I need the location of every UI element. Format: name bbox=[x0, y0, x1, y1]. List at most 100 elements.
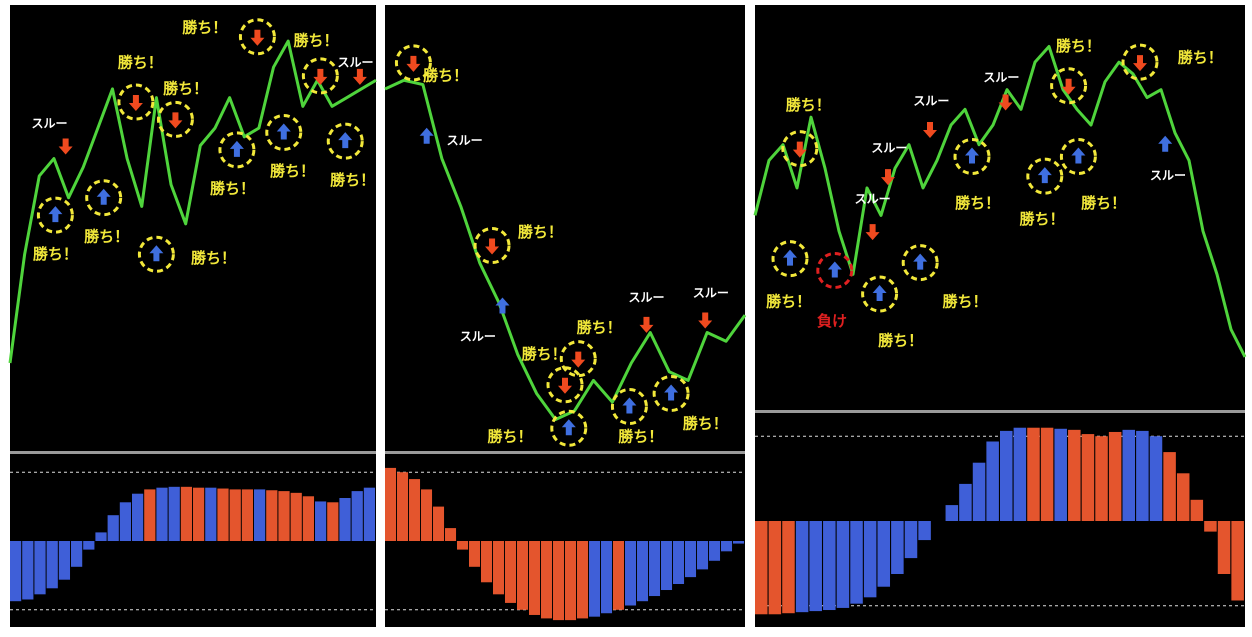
annotation: スルー bbox=[693, 286, 729, 300]
histogram-bar bbox=[457, 541, 469, 550]
signal-circle bbox=[953, 137, 991, 175]
histogram-bar bbox=[46, 541, 58, 589]
histogram-bar bbox=[481, 541, 493, 583]
signal-circle bbox=[117, 83, 155, 121]
annotation: 勝ち！ bbox=[33, 245, 78, 263]
annotation: 勝ち！ bbox=[766, 292, 811, 310]
annotation: スルー bbox=[32, 116, 68, 130]
price-line bbox=[384, 78, 747, 422]
signal-arrow bbox=[792, 141, 807, 158]
histogram-bar bbox=[709, 541, 721, 561]
signal-circle bbox=[218, 131, 256, 169]
annotation: 勝ち！ bbox=[1019, 210, 1064, 228]
annotation: 勝ち！ bbox=[786, 96, 831, 114]
histogram-bar bbox=[918, 521, 931, 541]
histogram-bar bbox=[22, 541, 34, 600]
signal-arrow bbox=[1061, 78, 1076, 95]
histogram-bar bbox=[180, 486, 193, 541]
histogram-bar bbox=[144, 489, 156, 541]
histogram-bar bbox=[71, 541, 83, 567]
signal-arrow bbox=[419, 127, 434, 144]
signal-arrow bbox=[352, 68, 367, 85]
signal-circle bbox=[610, 388, 648, 425]
histogram-bar bbox=[132, 493, 144, 541]
histogram-bar bbox=[1054, 428, 1067, 521]
annotation: 勝ち！ bbox=[577, 319, 622, 337]
signal-circle bbox=[265, 113, 303, 151]
annotation: 勝ち！ bbox=[1081, 194, 1126, 212]
histogram-bar bbox=[755, 521, 768, 615]
histogram-bar bbox=[553, 541, 565, 621]
histogram-bar bbox=[1040, 427, 1054, 521]
signal-circle bbox=[550, 409, 588, 447]
histogram-bar bbox=[613, 541, 625, 610]
signal-circle bbox=[238, 18, 276, 56]
annotation: スルー bbox=[337, 55, 373, 69]
histogram-bar bbox=[266, 490, 278, 541]
histogram-bar bbox=[229, 489, 241, 541]
histogram-bar bbox=[351, 491, 363, 541]
histogram-bar bbox=[529, 541, 541, 615]
annotation: スルー bbox=[447, 134, 483, 148]
annotation: スルー bbox=[983, 70, 1019, 84]
histogram-bar bbox=[877, 521, 891, 587]
signal-arrow bbox=[128, 95, 143, 111]
annotation: 勝ち！ bbox=[683, 414, 728, 432]
signal-arrow bbox=[276, 123, 291, 140]
histogram-bar bbox=[685, 541, 697, 578]
histogram-bar bbox=[397, 472, 409, 541]
histogram-bar bbox=[823, 521, 836, 611]
histogram-bar bbox=[733, 541, 745, 544]
histogram-bar bbox=[972, 462, 986, 521]
histogram-bar bbox=[1190, 499, 1204, 521]
annotation: スルー bbox=[628, 290, 664, 304]
histogram-bar bbox=[1176, 473, 1190, 521]
histogram-bar bbox=[433, 506, 445, 541]
signal-circle bbox=[85, 179, 123, 217]
annotation: 勝ち！ bbox=[488, 427, 533, 445]
histogram-bar bbox=[1013, 427, 1027, 521]
histogram-bar bbox=[721, 541, 733, 552]
annotation: 勝ち！ bbox=[522, 345, 567, 363]
histogram-bar bbox=[1068, 429, 1081, 521]
signal-arrow bbox=[571, 351, 586, 368]
signal-arrow bbox=[827, 261, 842, 278]
histogram-bar bbox=[1095, 436, 1108, 521]
annotation: 勝ち！ bbox=[293, 32, 338, 50]
histogram-bar bbox=[1081, 434, 1095, 521]
annotation: 勝ち！ bbox=[191, 249, 236, 267]
signal-arrow bbox=[783, 249, 797, 266]
histogram-bar bbox=[1122, 429, 1136, 521]
signal-arrow bbox=[913, 253, 928, 270]
histogram-bar bbox=[601, 541, 613, 614]
annotation: 負け bbox=[817, 312, 847, 330]
histogram-bar bbox=[1204, 521, 1217, 532]
signal-arrow bbox=[495, 297, 510, 314]
annotation: スルー bbox=[460, 329, 496, 343]
histogram-bar bbox=[517, 541, 529, 610]
annotation: 勝ち！ bbox=[518, 223, 563, 241]
annotation: 勝ち！ bbox=[210, 180, 255, 198]
signal-arrow bbox=[998, 94, 1013, 111]
histogram-bar bbox=[315, 501, 327, 541]
signal-circle bbox=[326, 122, 364, 160]
histogram-bar bbox=[891, 521, 904, 574]
annotation: 勝ち！ bbox=[878, 332, 923, 350]
histogram-bar bbox=[782, 521, 795, 614]
signal-circle bbox=[1026, 157, 1064, 195]
annotation: スルー bbox=[855, 192, 891, 206]
signal-arrow bbox=[96, 188, 111, 205]
signal-arrow bbox=[965, 147, 979, 164]
signal-arrow bbox=[485, 238, 500, 255]
annotation: 勝ち！ bbox=[182, 19, 227, 37]
signal-circle bbox=[137, 235, 175, 273]
signal-circle bbox=[861, 275, 899, 313]
histogram-bar bbox=[1136, 430, 1149, 521]
histogram-bar bbox=[637, 541, 649, 602]
histogram-bar bbox=[1027, 427, 1040, 521]
signal-arrow bbox=[58, 138, 73, 155]
histogram-bar bbox=[1108, 431, 1122, 521]
signal-circle bbox=[559, 340, 597, 378]
histogram-bar bbox=[493, 541, 505, 595]
signal-arrow bbox=[639, 316, 654, 333]
